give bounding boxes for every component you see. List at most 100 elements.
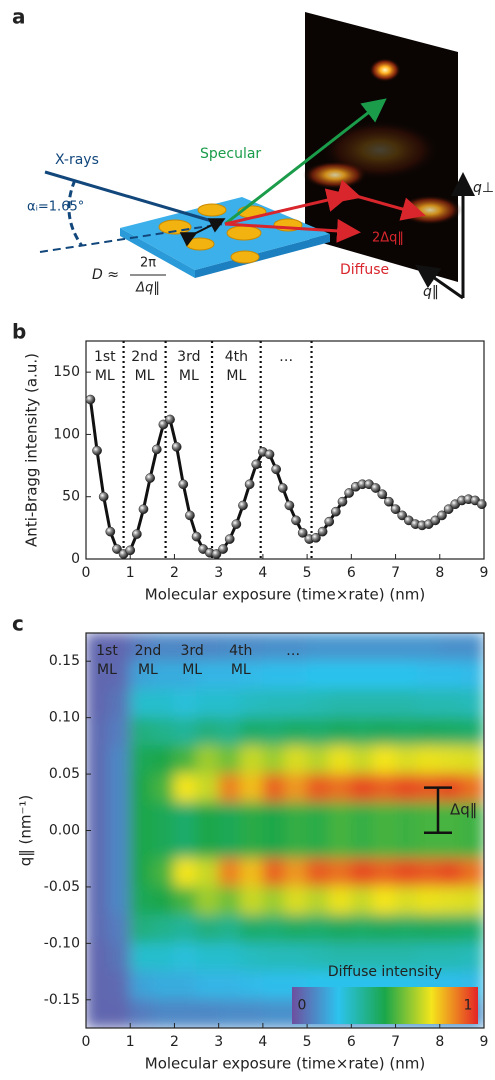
data-point [271,464,282,475]
layer-label: ML [95,368,115,384]
heat-cell [107,830,131,860]
heat-cell [328,830,352,860]
heat-cell [262,971,286,1001]
heat-cell [151,942,175,973]
heat-cell [306,830,330,860]
heat-cell [262,745,286,775]
heat-cell [86,999,109,1028]
heat-cell [86,745,109,775]
heat-cell [439,688,463,719]
heat-cell [461,660,484,690]
specular-beam [224,98,387,226]
heat-cell [439,717,463,747]
heat-cell [240,942,264,973]
colorbar-tick-label: 0 [298,998,307,1014]
heat-cell [196,886,220,916]
heat-cell [196,660,220,690]
heat-cell [240,773,264,803]
detector-haze [320,120,440,180]
xrays-label: X-rays [55,152,99,168]
heat-cell [218,717,242,747]
x-tick-label: 8 [435,1034,444,1050]
x-tick-label: 9 [480,565,489,581]
heat-cell [328,942,352,973]
layer-label: ML [138,662,158,678]
annotation-label: Δq‖ [450,801,477,819]
heat-cell [129,801,153,831]
data-point [264,449,275,460]
heat-cell [151,999,175,1028]
heat-cell [218,914,242,944]
layer-label: ML [135,368,155,384]
heat-cell [107,971,131,1001]
heat-cell [417,858,441,888]
data-point [238,500,248,511]
heat-cell [439,633,463,662]
heat-cell [439,914,463,944]
heat-cell [196,830,220,860]
x-tick-label: 6 [347,565,356,581]
heat-cell [107,717,131,747]
heat-cell [306,886,330,916]
layer-label: 2nd [131,349,158,365]
heat-cell [284,717,308,747]
x-axis-label: Molecular exposure (time×rate) (nm) [145,586,425,604]
data-point [291,515,301,526]
heat-cell [240,660,264,690]
data-point [317,526,328,537]
heat-cell [107,801,131,831]
heat-cell [196,999,220,1028]
data-point [231,519,242,529]
data-point [218,544,228,554]
heat-cell [461,801,484,831]
heat-cell [196,717,220,747]
heat-cell [461,858,484,888]
heat-cell [196,858,220,888]
heat-cell [196,745,220,775]
y-tick-label: 0 [71,551,80,567]
heat-cell [107,886,131,916]
x-tick-label: 3 [214,1034,223,1050]
heat-cell [395,633,419,662]
formula-numerator: 2π [140,256,156,271]
data-point [191,531,202,542]
x-tick-label: 7 [391,565,400,581]
x-tick-label: 2 [170,565,179,581]
heat-cell [328,858,352,888]
heat-cell [173,633,198,662]
heat-cell [372,717,397,747]
layer-label: ML [97,662,117,678]
heat-cell [372,886,397,916]
heat-cell [461,830,484,860]
data-point [224,534,235,544]
heat-cell [129,886,153,916]
heat-cell [350,773,374,803]
heat-cell [350,688,374,719]
heat-cell [240,688,264,719]
heat-cell [86,914,109,944]
heat-cell [328,688,352,719]
data-point [185,510,195,521]
spacing-arrow [179,218,226,247]
heat-cell [262,914,286,944]
layer-label: 3rd [177,349,200,365]
heat-cell [372,773,397,803]
heat-cell [262,633,286,662]
heat-cell [395,745,419,775]
heat-cell [196,773,220,803]
layer-label: 4th [229,643,252,659]
plot-frame [85,340,485,560]
heat-cell [461,688,484,719]
heat-cell [395,660,419,690]
heat-cell [129,773,153,803]
heat-cell [240,633,264,662]
heat-cell [372,942,397,973]
heat-cell [173,914,198,944]
heat-cell [284,942,308,973]
heat-cell [196,971,220,1001]
data-point [138,504,149,515]
heat-cell [372,801,397,831]
y-tick-label: 50 [62,489,80,505]
heat-cell [306,942,330,973]
